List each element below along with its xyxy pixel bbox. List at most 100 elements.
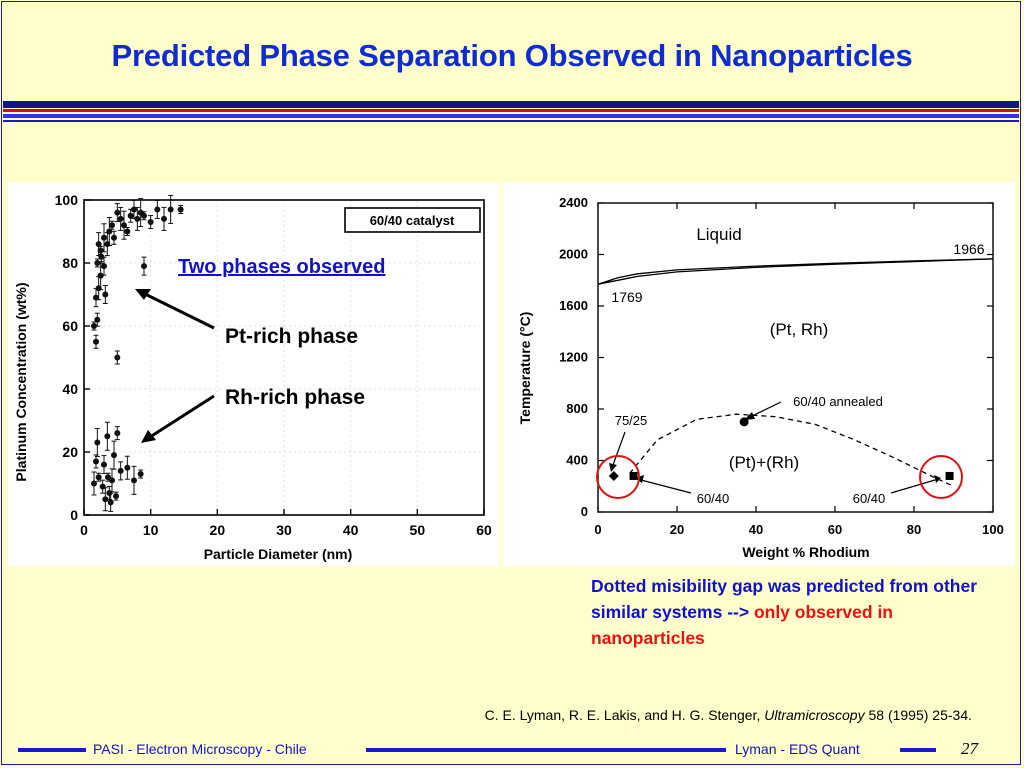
x-tick-label: 60 bbox=[828, 522, 842, 537]
y-tick-label: 60 bbox=[62, 318, 78, 334]
data-point bbox=[167, 206, 174, 213]
p6040-arrow-left bbox=[635, 475, 692, 494]
x-tick-label: 40 bbox=[343, 522, 359, 538]
data-point bbox=[97, 247, 104, 254]
data-point bbox=[91, 323, 97, 329]
data-point bbox=[117, 467, 124, 474]
data-point bbox=[154, 206, 161, 213]
citation-authors: C. E. Lyman, R. E. Lakis, and H. G. Sten… bbox=[484, 707, 765, 723]
liquid-label: Liquid bbox=[696, 225, 741, 244]
p6040-arrow-right bbox=[890, 475, 941, 494]
footer-line-middle bbox=[366, 748, 726, 752]
title-rule-navy bbox=[3, 101, 1019, 108]
solid-solution-label: (Pt, Rh) bbox=[770, 320, 829, 339]
footer-line-right bbox=[900, 748, 936, 752]
data-point bbox=[101, 461, 107, 468]
x-tick-label: 100 bbox=[982, 522, 1004, 537]
marker-square bbox=[945, 471, 954, 480]
data-point bbox=[99, 483, 106, 490]
y-axis-label: Temperature (°C) bbox=[517, 312, 533, 425]
left-chart-panel: 0 10 20 30 40 50 60 0 20 40 60 80 100 60/40 catalyst… bbox=[8, 182, 499, 566]
pt-rich-label: Pt-rich phase bbox=[225, 325, 359, 348]
phase-diagram: 0 20 40 60 80 100 0 400 800 1200 1600 2000 2400 Liqu… bbox=[517, 195, 1004, 560]
x-tick-label: 20 bbox=[670, 522, 684, 537]
x-tick-label: 0 bbox=[594, 522, 601, 537]
note-text: Dotted misibility gap was predicted from… bbox=[591, 573, 991, 651]
slide-title: Predicted Phase Separation Observed in N… bbox=[111, 38, 913, 73]
rh-rich-arrow bbox=[141, 394, 215, 443]
footer-right-text: Lyman - EDS Quant bbox=[735, 741, 860, 757]
x-tick-label: 20 bbox=[210, 522, 226, 538]
right-chart-panel: 0 20 40 60 80 100 0 400 800 1200 1600 2000 2400 Liqu… bbox=[503, 182, 1015, 566]
note-part1: Dotted misibility gap was predicted from… bbox=[591, 576, 978, 622]
note-highlight: only observed in nanoparticles bbox=[591, 602, 893, 648]
footer-line-left bbox=[18, 748, 86, 752]
data-point bbox=[114, 209, 121, 216]
data-point bbox=[101, 263, 107, 270]
title-rule-thin bbox=[3, 120, 1019, 122]
liquidus-line bbox=[597, 258, 994, 285]
data-point bbox=[101, 234, 107, 241]
solidus-line bbox=[597, 258, 994, 285]
concentration-chart: 0 10 20 30 40 50 60 0 20 40 60 80 100 60/40 catalyst… bbox=[13, 192, 492, 562]
data-point bbox=[109, 477, 115, 484]
data-point bbox=[134, 215, 141, 222]
y-tick-label: 1200 bbox=[559, 350, 588, 365]
rh-melting-label: 1966 bbox=[953, 241, 984, 257]
y-tick-label: 1600 bbox=[559, 298, 588, 313]
x-tick-label: 30 bbox=[276, 522, 292, 538]
data-point bbox=[104, 433, 111, 440]
two-phase-label: (Pt)+(Rh) bbox=[729, 453, 799, 472]
data-point bbox=[141, 212, 147, 219]
data-point bbox=[106, 228, 113, 235]
data-point bbox=[177, 206, 184, 213]
data-point bbox=[124, 464, 131, 471]
citation: C. E. Lyman, R. E. Lakis, and H. G. Sten… bbox=[485, 707, 972, 723]
data-point bbox=[93, 458, 99, 465]
data-point bbox=[94, 316, 101, 323]
miscibility-gap-line bbox=[629, 413, 954, 487]
x-tick-label: 0 bbox=[80, 522, 88, 538]
data-point bbox=[111, 452, 117, 459]
data-point bbox=[107, 499, 114, 506]
p7525-arrow bbox=[609, 431, 626, 472]
y-tick-label: 2400 bbox=[559, 195, 588, 210]
data-point bbox=[102, 291, 109, 298]
y-tick-label: 80 bbox=[62, 255, 78, 271]
y-tick-label: 40 bbox=[62, 381, 78, 397]
plot-frame bbox=[83, 199, 485, 516]
data-point bbox=[94, 260, 101, 266]
annealed-label: 60/40 annealed bbox=[793, 394, 883, 409]
x-tick-label: 10 bbox=[143, 522, 159, 538]
x-axis-label: Weight % Rhodium bbox=[742, 544, 869, 560]
p7525-label: 75/25 bbox=[615, 413, 648, 428]
annealed-arrow bbox=[744, 401, 782, 420]
data-point bbox=[113, 493, 119, 500]
data-point bbox=[161, 215, 167, 222]
x-tick-label: 80 bbox=[907, 522, 921, 537]
p6040-label-right: 60/40 bbox=[853, 491, 886, 506]
footer-left-text: PASI - Electron Microscopy - Chile bbox=[93, 741, 307, 757]
y-tick-label: 400 bbox=[566, 453, 588, 468]
x-tick-label: 40 bbox=[749, 522, 763, 537]
y-tick-label: 800 bbox=[566, 401, 588, 416]
marker-diamond bbox=[608, 470, 619, 481]
page-number: 27 bbox=[961, 739, 978, 758]
marker-square bbox=[629, 471, 638, 480]
data-point bbox=[127, 212, 134, 219]
legend-label: 60/40 catalyst bbox=[370, 213, 455, 228]
y-tick-label: 100 bbox=[55, 192, 79, 208]
data-point bbox=[117, 215, 124, 222]
data-point bbox=[95, 241, 102, 248]
p6040-label-left: 60/40 bbox=[697, 491, 730, 506]
data-point bbox=[131, 477, 137, 484]
data-point bbox=[124, 228, 131, 235]
x-tick-label: 50 bbox=[410, 522, 426, 538]
data-point bbox=[97, 272, 104, 279]
data-point bbox=[111, 234, 117, 241]
data-point bbox=[121, 222, 127, 229]
data-point bbox=[93, 338, 99, 345]
rh-rich-label: Rh-rich phase bbox=[225, 386, 366, 409]
data-point bbox=[95, 474, 102, 481]
data-point bbox=[109, 222, 115, 229]
